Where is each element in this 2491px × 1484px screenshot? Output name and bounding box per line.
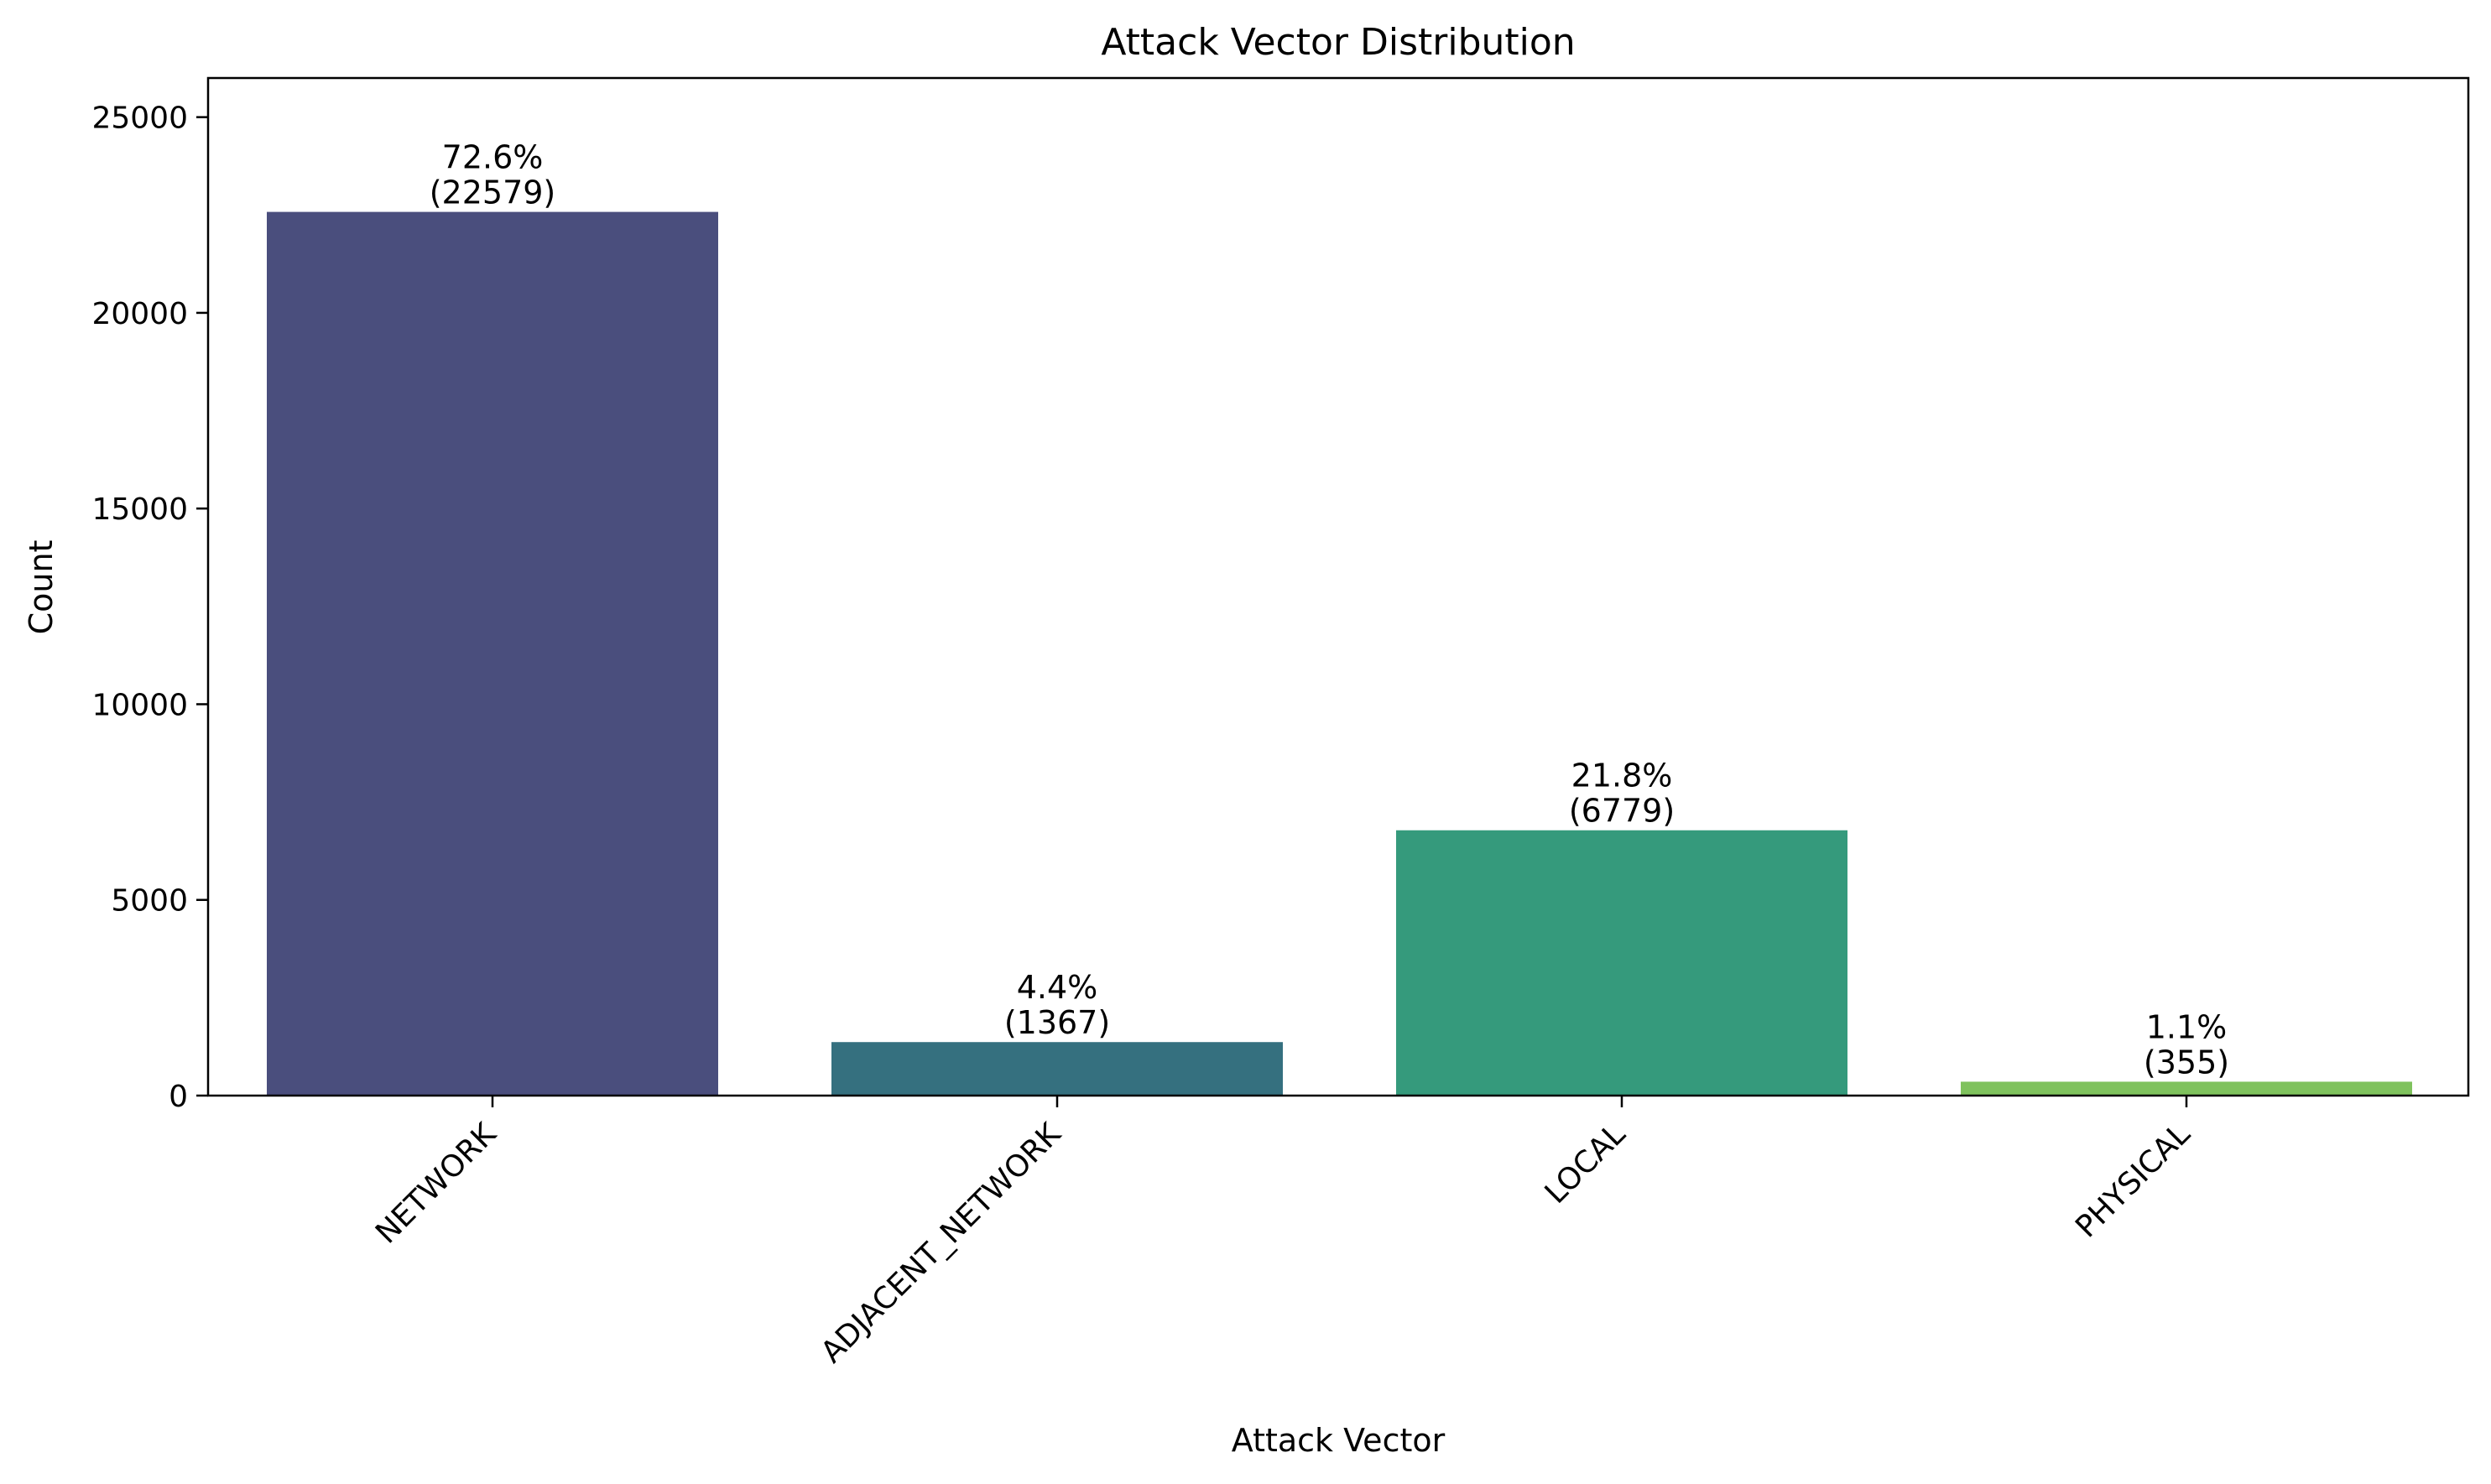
x-axis: NETWORK ADJACENT_NETWORK LOCAL PHYSICAL [369,1096,2197,1370]
y-tick-label: 25000 [91,102,188,136]
bars-group [267,211,2412,1096]
y-tick-label: 10000 [91,688,188,722]
y-tick-label: 20000 [91,297,188,331]
chart-title: Attack Vector Distribution [1101,21,1575,64]
y-tick-label: 0 [169,1080,188,1114]
bar-adjacent-network [831,1042,1283,1096]
bar-count-label: (1367) [1004,1004,1110,1041]
bar-count-label: (355) [2144,1044,2229,1080]
bar-network [267,211,718,1096]
bar-percent-label: 21.8% [1571,758,1673,794]
y-tick-label: 5000 [111,884,188,919]
y-axis: 0 5000 10000 15000 20000 25000 [91,102,208,1114]
x-tick-label: NETWORK [369,1116,503,1250]
bar-percent-label: 4.4% [1017,969,1098,1006]
bar-count-label: (22579) [430,174,556,211]
bar-labels-group: 72.6%(22579) 4.4%(1367) 21.8%(6779) 1.1%(35… [430,139,2229,1081]
x-tick-label: LOCAL [1539,1117,1633,1211]
x-axis-label: Attack Vector [1232,1422,1446,1459]
bar-local [1396,830,1847,1096]
x-tick-label: ADJACENT_NETWORK [815,1116,1068,1369]
y-tick-label: 15000 [91,492,188,527]
bar-percent-label: 72.6% [442,139,544,176]
bar-count-label: (6779) [1569,793,1675,830]
x-tick-label: PHYSICAL [2069,1117,2197,1244]
bar-physical [1961,1081,2412,1096]
bar-percent-label: 1.1% [2146,1008,2228,1045]
y-axis-label: Count [23,540,60,635]
plot-frame [206,76,2470,1097]
